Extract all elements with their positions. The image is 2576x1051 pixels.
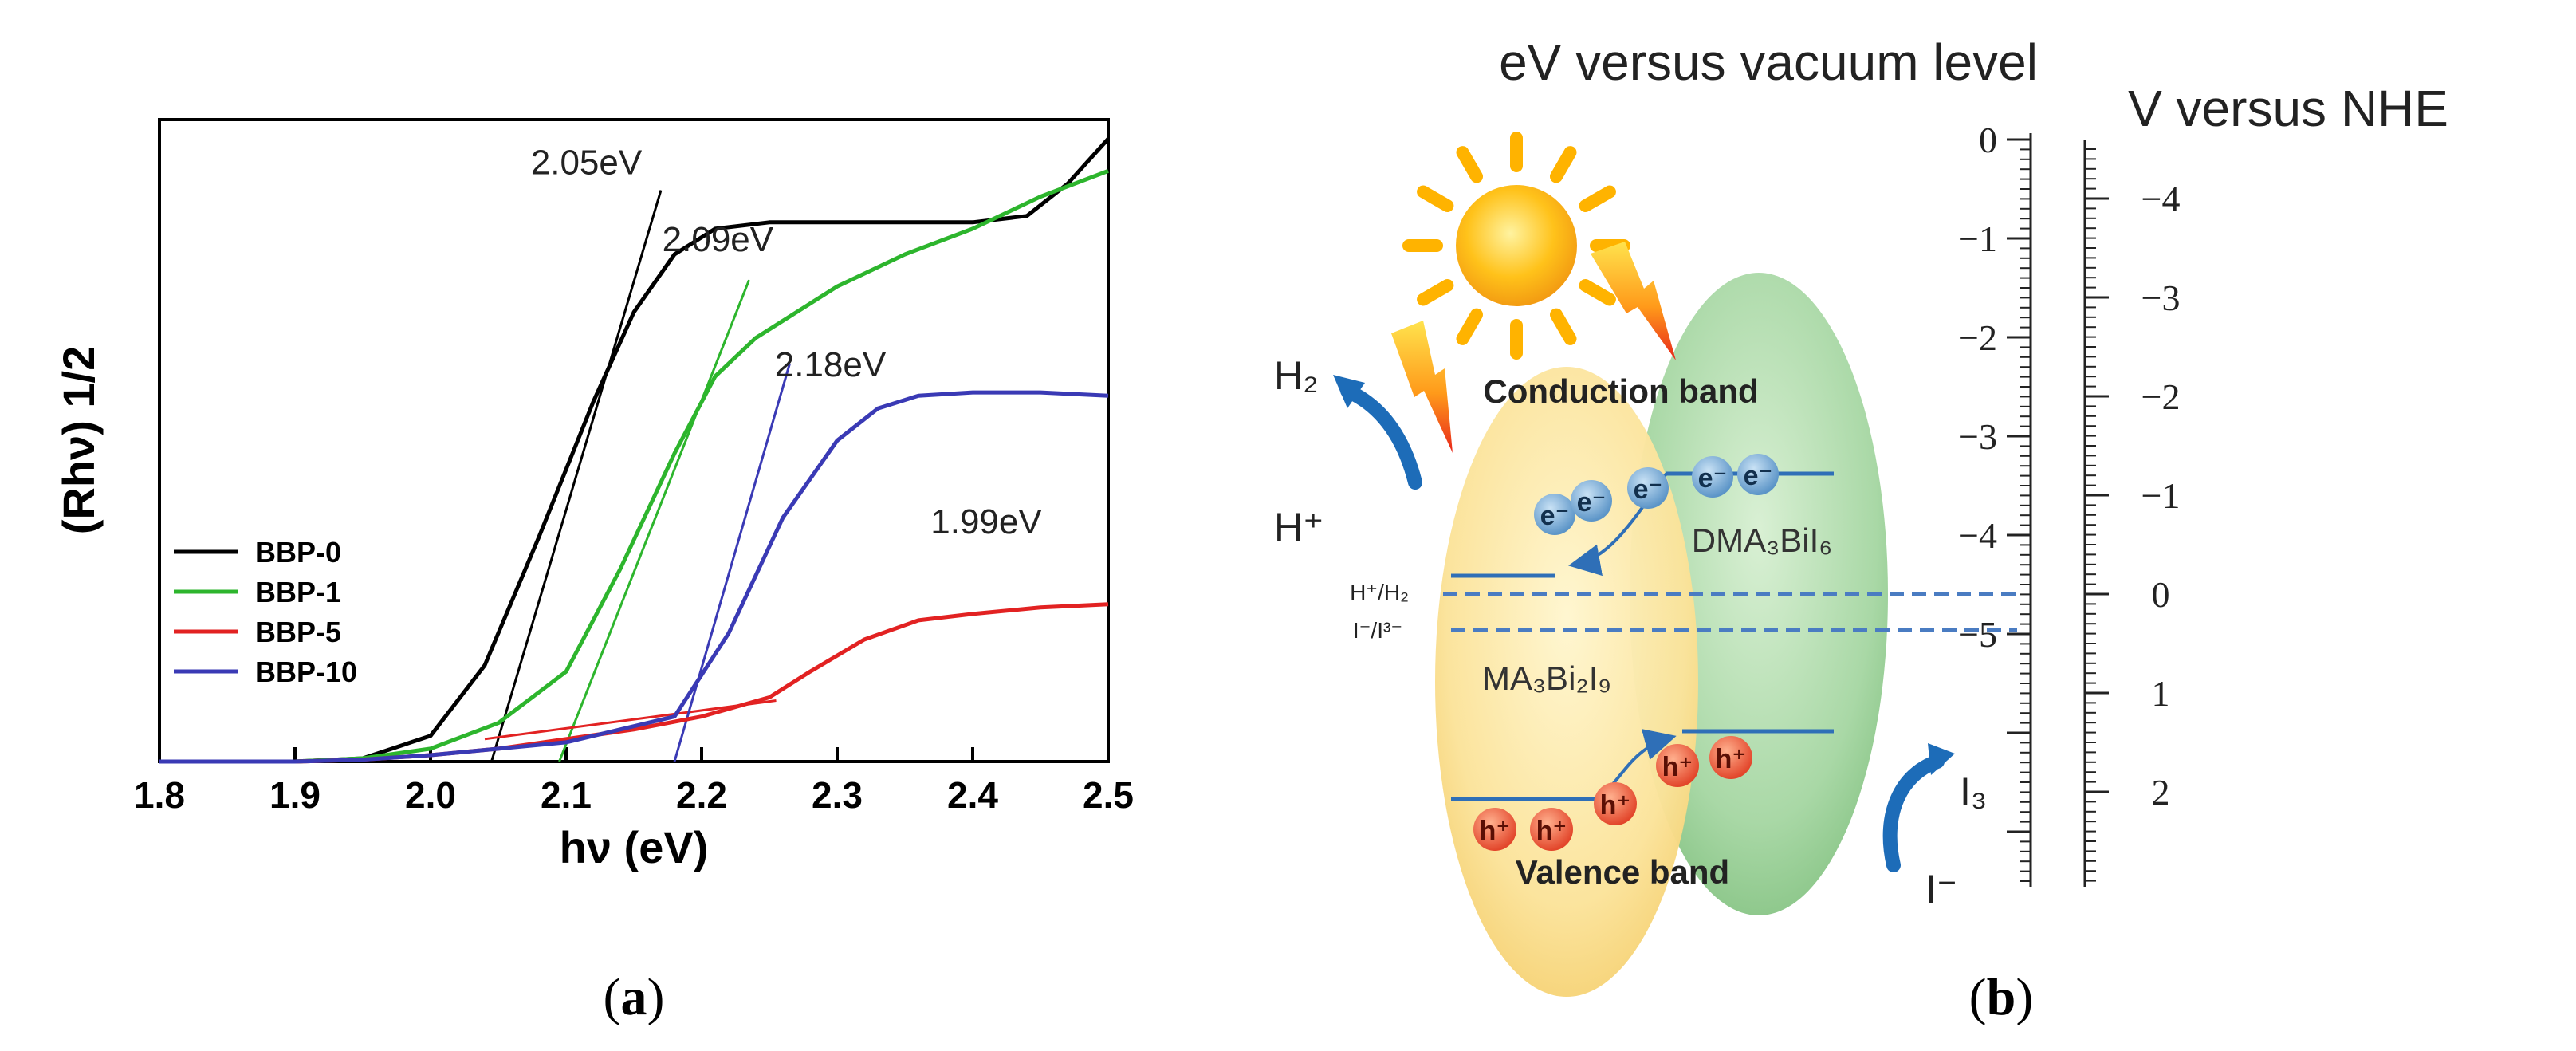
tangent-line: [558, 279, 750, 762]
sun-icon: [1402, 132, 1630, 360]
i-oxidation-arrowhead: [1928, 743, 1955, 775]
nhe-tick-label: −2: [2141, 376, 2181, 417]
vacuum-level-title: eV versus vacuum level: [1499, 33, 2038, 91]
hole-dot: [1473, 808, 1516, 851]
h-reduction-arrowhead: [1333, 375, 1365, 408]
nhe-axis: −4 −3 −2 −1 0 1 2: [2083, 140, 2181, 887]
chart-a-axes: [158, 118, 1110, 763]
electron-dot: [1692, 456, 1733, 498]
y-axis-label: (Rhν) 1/2: [53, 346, 104, 535]
x-tick-label: 2.5: [1083, 774, 1134, 816]
iminus-label: I⁻: [1925, 867, 1957, 911]
hole-dot: [1709, 736, 1752, 779]
electron-dot: [1737, 454, 1779, 495]
lightning-bolt-icon: [1391, 321, 1453, 453]
holes: h⁺ h⁺ h⁺ h⁺ h⁺: [1473, 736, 1752, 851]
bandgap-label: 1.99eV: [930, 502, 1042, 541]
nhe-axis-title: V versus NHE: [2128, 80, 2448, 137]
plot-frame: [158, 118, 1110, 763]
nhe-tick-label: −3: [2141, 278, 2181, 318]
x-tick-label: 1.8: [134, 774, 185, 816]
hole-dot: [1656, 744, 1699, 787]
legend-label: BBP-5: [255, 616, 341, 648]
electrons: e⁻ e⁻ e⁻ e⁻ e⁻: [1534, 454, 1779, 535]
ma-material-label: MA₃Bi₂I₉: [1482, 659, 1611, 697]
nhe-tick-label: 0: [2152, 574, 2170, 615]
vacuum-tick-label: −1: [1958, 218, 1997, 259]
electron-label: e⁻: [1698, 463, 1728, 494]
bandgap-label: 2.05eV: [531, 143, 643, 182]
caption-a: (a): [604, 968, 665, 1026]
nhe-tick-label: −4: [2141, 179, 2181, 219]
h-reduction-arrow: [1340, 384, 1422, 490]
vacuum-level-axis: 0 −1 −2 −3 −4 −5: [1958, 120, 2032, 887]
x-tick-label: 2.0: [405, 774, 456, 816]
vacuum-tick-label: −4: [1958, 515, 1997, 556]
legend-label: BBP-0: [255, 536, 341, 569]
electron-label: e⁻: [1634, 474, 1663, 505]
nhe-tick-label: 1: [2152, 673, 2170, 714]
tangent-line: [484, 699, 777, 741]
tangent-line: [490, 190, 663, 762]
i-redox-label: I⁻/I³⁻: [1353, 618, 1402, 643]
band-diagram-b: eV versus vacuum level V versus NHE H⁺/H…: [1274, 33, 2448, 997]
vacuum-tick-label: 0: [1979, 120, 1997, 160]
hole-label: h⁺: [1480, 816, 1511, 846]
electron-dot: [1534, 494, 1575, 535]
series-line-bbp-1: [159, 169, 1109, 764]
i3-label: I₃: [1960, 770, 1987, 814]
caption-b: (b): [1969, 968, 2034, 1026]
conduction-band-label: Conduction band: [1483, 372, 1758, 410]
x-tick-label: 2.1: [541, 774, 592, 816]
lightning-bolt-icon: [1591, 242, 1676, 360]
vacuum-tick-label: −3: [1958, 416, 1997, 457]
x-tick-labels: 1.8 1.9 2.0 2.1 2.2 2.3 2.4 2.5: [134, 774, 1134, 816]
chart-a: 1.8 1.9 2.0 2.1 2.2 2.3 2.4 2.5 2.05eV 2.09eV 2.1…: [53, 118, 1134, 872]
x-tick-label: 1.9: [269, 774, 321, 816]
legend-label: BBP-1: [255, 576, 341, 608]
h-redox-label: H⁺/H₂: [1350, 580, 1409, 604]
tangent-line: [673, 363, 791, 762]
dma-material-label: DMA₃BiI₆: [1692, 522, 1832, 559]
tangent-lines: [484, 190, 791, 762]
electron-dot: [1627, 467, 1669, 509]
hole-label: h⁺: [1536, 816, 1567, 846]
electron-label: e⁻: [1577, 487, 1607, 518]
h2-label: H₂: [1274, 353, 1319, 398]
electron-label: e⁻: [1540, 501, 1570, 531]
x-tick-label: 2.2: [676, 774, 727, 816]
hole-label: h⁺: [1600, 790, 1631, 821]
x-tick-label: 2.3: [812, 774, 863, 816]
i-oxidation-arrow: [1882, 754, 1945, 872]
electron-dot: [1571, 480, 1612, 522]
x-tick-label: 2.4: [947, 774, 998, 816]
bandgap-label: 2.18eV: [775, 345, 887, 384]
series-line-bbp-10: [159, 390, 1109, 764]
electron-label: e⁻: [1744, 461, 1773, 491]
nhe-tick-label: 2: [2152, 772, 2170, 813]
hole-dot: [1594, 782, 1637, 825]
nhe-tick-label: −1: [2141, 475, 2181, 516]
hole-dot: [1530, 808, 1573, 851]
vacuum-tick-label: −2: [1958, 317, 1997, 358]
hole-label: h⁺: [1662, 752, 1693, 782]
hole-label: h⁺: [1716, 744, 1747, 774]
bandgap-label: 2.09eV: [663, 220, 774, 259]
legend: BBP-0 BBP-1 BBP-5 BBP-10: [174, 536, 357, 688]
valence-band-label: Valence band: [1516, 853, 1729, 891]
hplus-label: H⁺: [1274, 505, 1324, 549]
bandgap-annotations: 2.05eV 2.09eV 2.18eV 1.99eV: [531, 143, 1043, 541]
x-axis-label: hν (eV): [560, 822, 709, 872]
vacuum-tick-label: −5: [1958, 614, 1997, 655]
series-lines: [159, 137, 1110, 764]
legend-label: BBP-10: [255, 655, 357, 688]
